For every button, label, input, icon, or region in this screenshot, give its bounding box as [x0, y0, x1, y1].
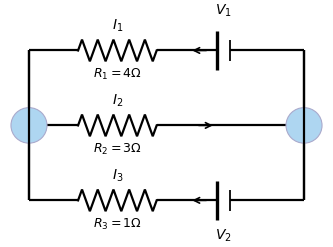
Text: $V_2$: $V_2$: [215, 228, 232, 244]
Text: $I_2$: $I_2$: [112, 92, 123, 109]
Text: $R_1 = 4\Omega$: $R_1 = 4\Omega$: [93, 67, 142, 82]
Ellipse shape: [11, 108, 47, 143]
Ellipse shape: [286, 108, 322, 143]
Text: $V_1$: $V_1$: [215, 2, 232, 19]
Text: $R_3 = 1\Omega$: $R_3 = 1\Omega$: [93, 217, 142, 232]
Text: $I_1$: $I_1$: [112, 17, 123, 34]
Text: $I_3$: $I_3$: [112, 167, 123, 184]
Text: $R_2 = 3\Omega$: $R_2 = 3\Omega$: [93, 142, 142, 157]
